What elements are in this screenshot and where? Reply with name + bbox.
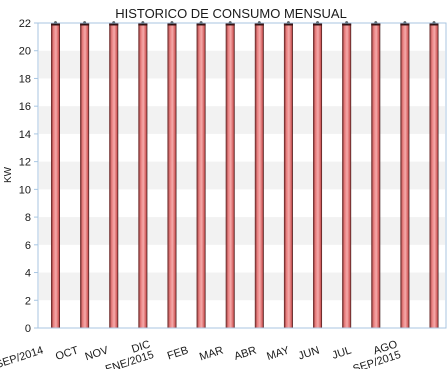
x-tick-label: FEB (166, 344, 190, 362)
y-tick-label: 22 (19, 18, 31, 30)
bar (225, 23, 235, 328)
x-tick-label: ABR (233, 344, 258, 362)
chart-title: HISTORICO DE CONSUMO MENSUAL (115, 6, 347, 21)
y-tick-label: 14 (19, 129, 31, 141)
y-tick-label: 6 (25, 240, 31, 252)
y-tick-label: 20 (19, 46, 31, 58)
y-tick-label: 0 (25, 323, 31, 335)
grid-bands (39, 50, 445, 301)
bar (283, 23, 293, 328)
bar (400, 23, 410, 328)
bar (109, 23, 119, 328)
bar (429, 23, 439, 328)
x-tick-label-line: SEP/2014 (0, 344, 45, 369)
y-axis: 0 2 4 6 8 10 12 14 16 18 20 22 (19, 18, 38, 335)
x-tick-label-line: MAY (265, 344, 291, 363)
x-tick-label-line: JUN (297, 344, 321, 362)
x-tick-label-line: MAR (198, 344, 225, 363)
x-tick-label-line: OCT (54, 344, 80, 363)
x-tick-label: MAY (265, 344, 291, 363)
x-tick-label: JUL (331, 344, 353, 361)
x-tick-label-line: FEB (166, 344, 190, 362)
x-tick-label: AGOSEP/2015 (348, 338, 403, 369)
x-tick-label-line: JUL (331, 344, 353, 361)
y-tick-label: 16 (19, 101, 31, 113)
x-axis: SEP/2014 OCT NOV DICENE/2015 FEB MAR ABR MAY JUN… (0, 338, 403, 369)
y-tick-label: 18 (19, 73, 31, 85)
grid-band (39, 106, 445, 134)
bar (342, 23, 352, 328)
bar (167, 23, 177, 328)
y-tick-label: 10 (19, 184, 31, 196)
grid-band (39, 50, 445, 79)
bar (51, 23, 60, 328)
x-tick-label: OCT (54, 344, 80, 363)
bar (138, 23, 148, 328)
plot-frame (37, 22, 447, 329)
y-tick-label: 2 (25, 295, 31, 307)
bar (371, 23, 381, 328)
x-tick-label-line: DIC (130, 338, 152, 355)
x-tick-label-line: ENE/2015 (104, 349, 155, 369)
grid-band (39, 217, 445, 245)
bar (80, 23, 90, 328)
x-tick-label-line: ABR (233, 344, 258, 362)
y-axis-label: KW (3, 166, 14, 183)
x-tick-label: JUN (297, 344, 321, 362)
bar (196, 23, 206, 328)
bar (313, 23, 323, 328)
y-tick-label: 4 (25, 268, 31, 280)
x-tick-label-line: NOV (84, 344, 111, 363)
y-tick-label: 12 (19, 157, 31, 169)
y-tick-label: 8 (25, 212, 31, 224)
x-tick-label: SEP/2014 (0, 344, 45, 369)
bar-series (51, 21, 439, 328)
grid-band (39, 272, 445, 301)
x-tick-label: NOV (84, 344, 111, 363)
grid-band (39, 161, 445, 190)
bar (254, 23, 264, 328)
x-tick-label: MAR (198, 344, 225, 363)
